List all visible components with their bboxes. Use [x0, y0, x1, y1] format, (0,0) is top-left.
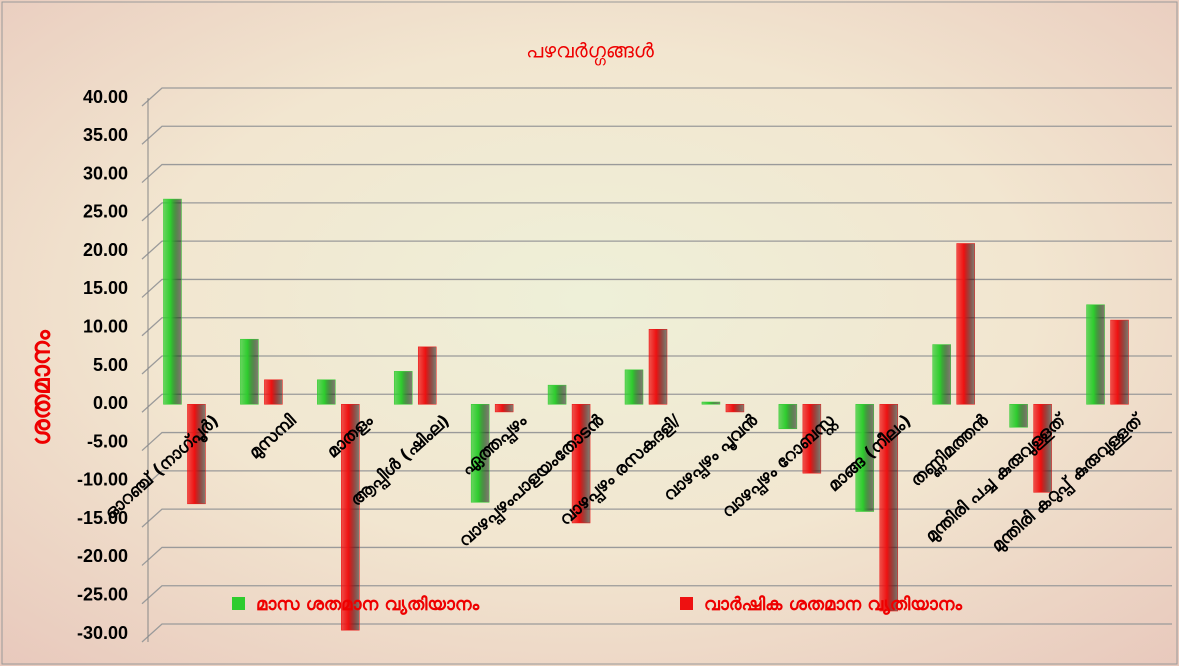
chart: പഴവർഗ്ഗങ്ങൾ ശതമാനം -30.00-25.00-20.00-15… — [0, 0, 1179, 666]
y-tick-label: 15.00 — [83, 278, 128, 298]
bar — [394, 371, 412, 404]
bar — [1087, 305, 1105, 405]
bar — [933, 345, 951, 405]
legend-label: വാർഷിക ശതമാന വ്യതിയാനം — [704, 594, 962, 616]
y-axis-label: ശതമാനം — [27, 329, 57, 446]
bar — [317, 380, 335, 405]
y-tick-label: -20.00 — [77, 546, 128, 566]
y-tick-label: 25.00 — [83, 202, 128, 222]
y-tick-label: 5.00 — [93, 355, 128, 375]
y-tick-label: 40.00 — [83, 87, 128, 107]
y-tick-label: 20.00 — [83, 240, 128, 260]
y-tick-label: 0.00 — [93, 393, 128, 413]
legend-label: മാസ ശതമാന വ്യതിയാനം — [256, 594, 480, 616]
y-tick-label: 30.00 — [83, 163, 128, 183]
bar — [548, 385, 566, 404]
bar — [957, 243, 975, 404]
y-tick-label: -10.00 — [77, 470, 128, 490]
bar — [1010, 404, 1028, 427]
bar — [264, 380, 282, 405]
y-tick-label: 35.00 — [83, 125, 128, 145]
bar — [418, 347, 436, 404]
y-tick-label: -25.00 — [77, 584, 128, 604]
legend-swatch — [232, 597, 245, 610]
bar — [702, 402, 720, 404]
legend-swatch — [680, 597, 693, 610]
bar — [240, 339, 258, 404]
y-tick-label: -30.00 — [77, 623, 128, 643]
y-tick-label: 10.00 — [83, 316, 128, 336]
bar — [779, 404, 797, 429]
bar — [649, 329, 667, 404]
bar — [495, 404, 513, 412]
y-tick-label: -5.00 — [87, 431, 128, 451]
bar — [163, 199, 181, 404]
bar — [726, 404, 744, 412]
bar — [1111, 320, 1129, 404]
bar — [625, 370, 643, 404]
chart-title: പഴവർഗ്ഗങ്ങൾ — [526, 39, 655, 67]
